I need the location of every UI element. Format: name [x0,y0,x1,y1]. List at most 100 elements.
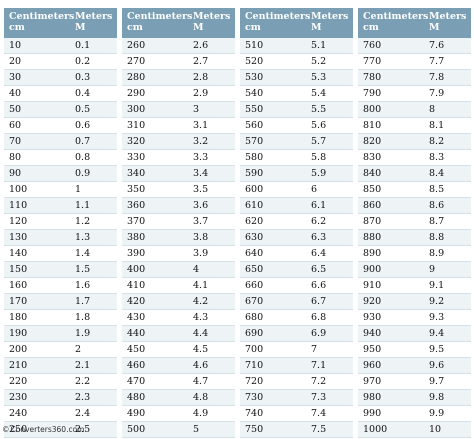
centimeters-value: 870 [358,213,424,231]
table-row: 120 1.2 [4,213,117,231]
centimeters-value: 10 [4,38,70,55]
centimeters-value: 510 [240,38,306,55]
meters-value: 2.1 [70,357,117,375]
table-row: 870 8.7 [358,213,471,231]
meters-value: 4.9 [188,405,235,423]
centimeters-value: 320 [122,133,188,151]
centimeters-value: 880 [358,229,424,247]
centimeters-value: 130 [4,229,70,247]
table-row: 220 2.2 [4,373,117,391]
table-row: 410 4.1 [122,277,235,295]
centimeters-value: 670 [240,293,306,311]
centimeters-value: 410 [122,277,188,295]
meters-value: 2.4 [70,405,117,423]
table-row: 570 5.7 [240,133,353,151]
meters-value: 10 [424,421,471,439]
table-row: 850 8.5 [358,181,471,199]
table-row: 510 5.1 [240,38,353,55]
meters-value: 7.8 [424,69,471,87]
centimeters-value: 830 [358,149,424,167]
meters-value: 2.7 [188,53,235,71]
header-row: Centimeters cm Meters M [358,8,471,38]
meters-value: 2.3 [70,389,117,407]
centimeters-value: 380 [122,229,188,247]
table-row: 680 6.8 [240,309,353,327]
table-row: 100 1 [4,181,117,199]
table-row: 790 7.9 [358,85,471,103]
meters-value: 2.9 [188,85,235,103]
centimeters-value: 720 [240,373,306,391]
centimeters-value: 610 [240,197,306,215]
meters-value: 8.1 [424,117,471,135]
table-row: 730 7.3 [240,389,353,407]
centimeters-value: 740 [240,405,306,423]
table-row: 460 4.6 [122,357,235,375]
table-row: 470 4.7 [122,373,235,391]
centimeters-value: 470 [122,373,188,391]
meters-value: 3.3 [188,149,235,167]
centimeters-value: 760 [358,38,424,55]
centimeters-value: 570 [240,133,306,151]
header-meters: Meters M [188,8,235,38]
meters-value: 1.1 [70,197,117,215]
meters-value: 3 [188,101,235,119]
meters-value: 1.3 [70,229,117,247]
table-row: 530 5.3 [240,69,353,87]
centimeters-value: 930 [358,309,424,327]
table-row: 770 7.7 [358,53,471,71]
table-row: 190 1.9 [4,325,117,343]
meters-value: 8.2 [424,133,471,151]
meters-value: 4.2 [188,293,235,311]
table-row: 1000 10 [358,421,471,439]
meters-value: 6.9 [306,325,353,343]
meters-value: 7.3 [306,389,353,407]
meters-value: 6.6 [306,277,353,295]
centimeters-value: 890 [358,245,424,263]
centimeters-value: 350 [122,181,188,199]
table-row: 200 2 [4,341,117,359]
meters-value: 6.7 [306,293,353,311]
meters-value: 3.2 [188,133,235,151]
meters-value: 8.3 [424,149,471,167]
meters-value: 4.4 [188,325,235,343]
table-row: 340 3.4 [122,165,235,183]
meters-value: 0.4 [70,85,117,103]
meters-value: 1.4 [70,245,117,263]
table-row: 550 5.5 [240,101,353,119]
meters-value: 4.5 [188,341,235,359]
centimeters-value: 550 [240,101,306,119]
meters-value: 6.1 [306,197,353,215]
centimeters-value: 810 [358,117,424,135]
centimeters-value: 30 [4,69,70,87]
centimeters-value: 110 [4,197,70,215]
site-name: Converters360.com [10,425,85,434]
table-row: 160 1.6 [4,277,117,295]
table-row: 700 7 [240,341,353,359]
centimeters-value: 910 [358,277,424,295]
centimeters-value: 160 [4,277,70,295]
meters-value: 1.7 [70,293,117,311]
meters-value: 0.8 [70,149,117,167]
centimeters-value: 730 [240,389,306,407]
table-row: 10 0.1 [4,38,117,55]
meters-value: 2.5 [70,421,117,439]
table-row: 840 8.4 [358,165,471,183]
centimeters-value: 450 [122,341,188,359]
centimeters-value: 20 [4,53,70,71]
table-row: 810 8.1 [358,117,471,135]
meters-value: 9.8 [424,389,471,407]
table-row: 980 9.8 [358,389,471,407]
centimeters-value: 500 [122,421,188,439]
meters-value: 9 [424,261,471,279]
table-row: 780 7.8 [358,69,471,87]
table-row: 370 3.7 [122,213,235,231]
table-row: 230 2.3 [4,389,117,407]
centimeters-value: 600 [240,181,306,199]
centimeters-value: 480 [122,389,188,407]
table-row: 400 4 [122,261,235,279]
table-row: 880 8.8 [358,229,471,247]
centimeters-value: 980 [358,389,424,407]
centimeters-value: 340 [122,165,188,183]
centimeters-value: 660 [240,277,306,295]
table-row: 750 7.5 [240,421,353,439]
